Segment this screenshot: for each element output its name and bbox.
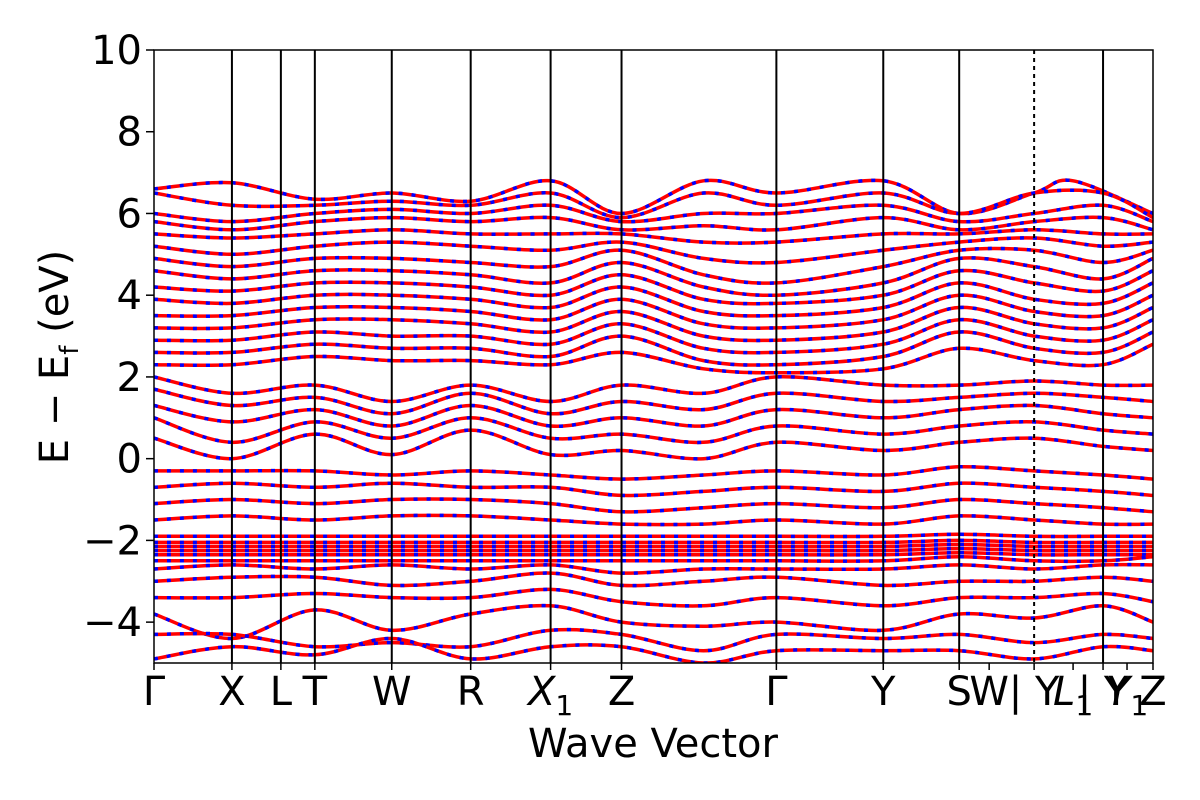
band-22-spin-up [154,497,1153,514]
band-6-spin-down [154,246,1153,285]
y-axis-title-unit: (eV) [32,250,78,346]
band-18-spin-down [154,416,1153,445]
band-13-spin-down [154,330,1153,367]
y-axis-title: E − Ef (eV) [32,250,85,465]
plot-frame [153,49,1154,664]
x-tick-label: L1 [1053,669,1093,722]
band-17-spin-down [154,403,1153,428]
band-21-spin-down [154,481,1153,498]
x-tick-label: Γ [143,669,166,715]
x-axis-title: Wave Vector [528,721,779,767]
band-28-spin-down [154,550,1153,557]
y-tick-label: 8 [117,110,142,156]
band-16-spin-down [154,387,1153,416]
y-tick-label: 10 [91,28,142,74]
x-tick-label: | Y [1078,669,1129,715]
band-20-spin-up [154,464,1153,481]
band-7-spin-down [154,256,1153,298]
x-tick-label: S [946,669,971,715]
x-tick-label: R [457,669,485,715]
band-23-spin-down [154,513,1153,527]
band-11-spin-down [154,305,1153,343]
y-axis-title-sub: f [55,345,85,355]
x-tick-label: Z [1139,669,1166,715]
band-29-spin-down [154,554,1153,564]
band-14-spin-up [154,342,1153,375]
band-31-spin-down [154,571,1153,588]
band-23-spin-up [154,513,1153,527]
band-34-spin-up [154,627,1153,653]
band-12-spin-up [154,317,1153,355]
x-tick-label: W [969,669,1009,715]
band-26-spin-down [154,542,1153,549]
x-tick-label: Z [608,669,635,715]
band-9-spin-down [154,281,1153,318]
band-30-spin-up [154,562,1153,575]
x-tick-label: | Y [1009,669,1060,715]
x-tick-label: Y1 [1106,669,1148,722]
y-tick-label: 6 [117,191,142,237]
y-tick-label: −4 [83,600,142,646]
band-8-spin-down [154,268,1153,306]
y-axis-ticks: −4 −2 0 2 4 6 8 10 [83,28,154,646]
band-25-spin-up [154,538,1153,545]
band-13-spin-up [154,330,1153,367]
band-4-spin-up [154,228,1153,245]
band-2-spin-up [154,203,1153,224]
band-28-spin-up [154,550,1153,557]
x-tick-label: X1 [526,669,573,722]
band-12-spin-down [154,317,1153,355]
band-1-spin-up [154,188,1153,220]
y-tick-label: 4 [117,273,142,319]
band-11-spin-up [154,305,1153,343]
band-10-spin-down [154,293,1153,330]
band-10-spin-up [154,293,1153,330]
x-tick-label: W [372,669,412,715]
x-tick-label: Y [870,669,896,715]
band-27-spin-up [154,546,1153,553]
x-tick-label: Γ [765,669,788,715]
band-24-spin-up [154,532,1153,539]
band-24-spin-down [154,532,1153,539]
band-15-spin-down [154,375,1153,404]
band-34-spin-down [154,627,1153,653]
x-tick-label: L [270,669,293,715]
band-2-spin-down [154,203,1153,224]
band-9-spin-up [154,281,1153,318]
bands-layer [154,178,1153,663]
band-32-spin-down [154,587,1153,608]
y-tick-label: −2 [83,518,142,564]
band-30-spin-down [154,562,1153,575]
band-20-spin-down [154,464,1153,481]
band-25-spin-down [154,538,1153,545]
band-26-spin-up [154,542,1153,549]
band-3-spin-down [154,215,1153,232]
band-4-spin-down [154,228,1153,245]
band-21-spin-up [154,481,1153,498]
band-35-spin-down [154,636,1153,663]
x-tick-label: T [302,669,328,715]
band-32-spin-up [154,587,1153,608]
y-tick-label: 2 [117,355,142,401]
band-19-spin-down [154,428,1153,461]
band-27-spin-down [154,546,1153,553]
x-tick-label: X [218,669,245,715]
kpoint-boundaries [230,50,1105,663]
y-tick-label: 0 [117,437,142,483]
band-22-spin-down [154,497,1153,514]
band-31-spin-up [154,571,1153,588]
band-33-spin-down [154,603,1153,641]
band-5-spin-down [154,236,1153,265]
y-axis-title-main: E − E [32,355,78,465]
band-29-spin-up [154,554,1153,564]
band-8-spin-up [154,268,1153,306]
